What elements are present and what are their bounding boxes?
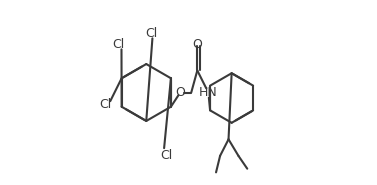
Text: O: O [175, 86, 185, 99]
Text: HN: HN [199, 86, 218, 99]
Text: Cl: Cl [100, 98, 112, 111]
Text: O: O [192, 38, 202, 51]
Text: Cl: Cl [160, 149, 172, 162]
Text: Cl: Cl [145, 27, 158, 40]
Text: Cl: Cl [112, 38, 124, 51]
